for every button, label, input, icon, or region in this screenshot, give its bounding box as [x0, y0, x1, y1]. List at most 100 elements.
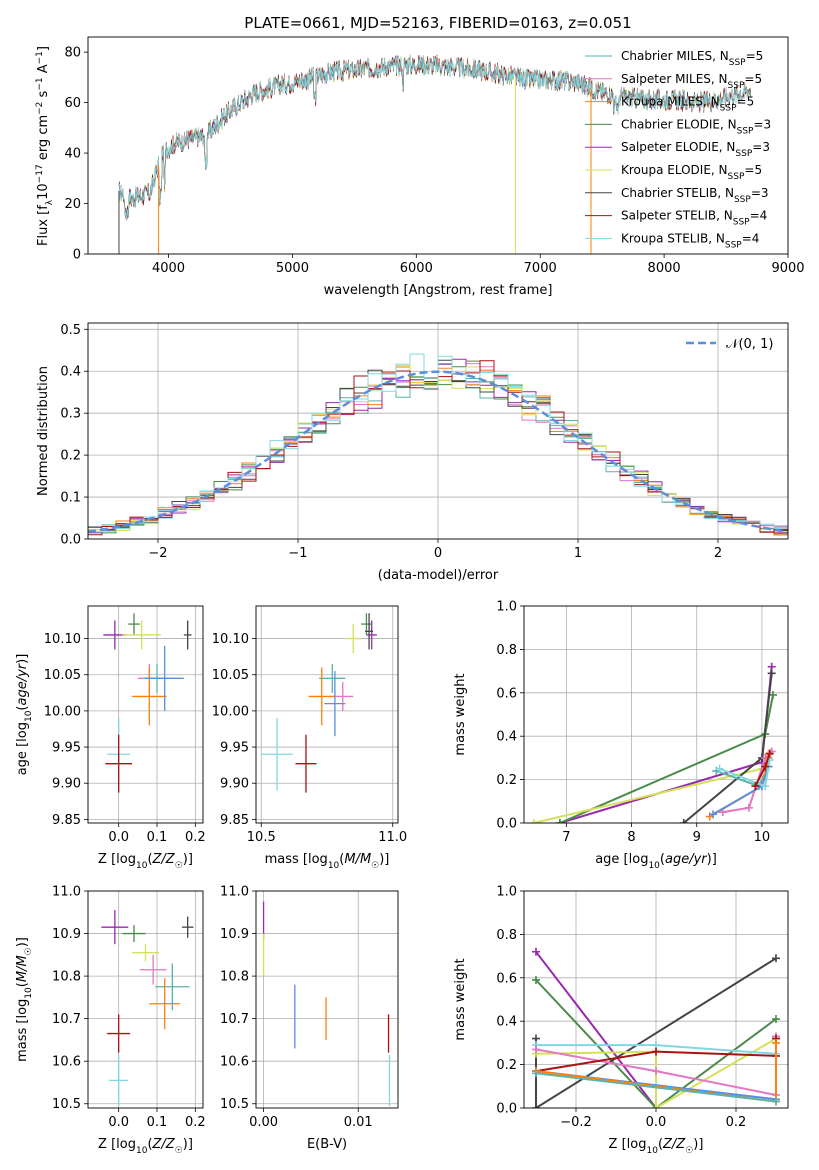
errorbar-point — [366, 620, 377, 650]
weight-marker — [751, 782, 760, 791]
y-tick-label: 0.0 — [60, 533, 81, 548]
legend-label: Kroupa ELODIE, NSSP=5 — [621, 163, 762, 182]
y-tick-label: 10.8 — [52, 970, 81, 985]
x-axis-label: Z [log10(Z/Z☉)] — [98, 852, 193, 871]
errorbar-point — [132, 667, 167, 726]
legend: 𝒩(0, 1) — [686, 337, 773, 352]
y-tick-label: 0.3 — [60, 407, 81, 422]
errorbar-point — [145, 645, 184, 711]
chart-weight_vs_Z: −0.2 0.0 0.2 0.0 0.2 0.4 0.6 0.8 1.0 Z [log10(Z/Z… — [453, 885, 789, 1156]
axes-frame — [87, 605, 204, 824]
errorbar-point — [107, 1014, 131, 1053]
y-tick-label: 9.90 — [220, 777, 249, 792]
y-tick-label: 10.00 — [44, 704, 81, 719]
y-tick-label: 9.95 — [220, 741, 249, 756]
plot-area — [529, 662, 778, 823]
y-tick-label: 0.4 — [60, 365, 81, 380]
x-tick-label: −0.2 — [560, 1115, 592, 1130]
x-tick-label: 6000 — [400, 261, 433, 276]
weight-marker — [772, 954, 780, 963]
x-tick-label: 7000 — [524, 261, 557, 276]
x-tick-label: 8000 — [648, 261, 681, 276]
weight-marker — [652, 1067, 660, 1076]
errorbar-point — [345, 624, 362, 654]
chart-mass_vs_Z: 0.0 0.1 0.2 10.5 10.6 10.7 10.8 10.9 11.0 Z [log1… — [15, 885, 206, 1157]
y-tick-label: 60 — [64, 96, 81, 111]
plot-area — [262, 901, 391, 1106]
y-tick-label: 9.85 — [52, 813, 81, 828]
y-tick-label: 0.8 — [496, 643, 517, 658]
y-tick-label: 20 — [64, 197, 81, 212]
y-axis-label: age [log10(age/yr)] — [15, 654, 34, 776]
weight-marker — [765, 749, 774, 758]
weight-marker — [744, 803, 753, 812]
weight-marker — [772, 1038, 780, 1047]
axes-frame — [87, 322, 789, 540]
legend: Chabrier MILES, NSSP=5 Salpeter MILES, NS… — [585, 49, 771, 250]
chart-age_vs_mass: 10.5 11.0 9.85 9.90 9.95 10.00 10.05 10.10 mass … — [212, 605, 407, 871]
x-tick-label: 0.1 — [147, 830, 168, 845]
x-tick-label: 1 — [574, 546, 582, 561]
weight-line — [535, 979, 777, 1108]
x-axis-label: Z [log10(Z/Z☉)] — [609, 1137, 704, 1156]
y-tick-label: 10.10 — [212, 632, 249, 647]
weight-line — [535, 1072, 777, 1103]
errorbar-point — [149, 978, 180, 1030]
weight-marker — [532, 947, 540, 956]
plot-area — [532, 947, 780, 1108]
y-tick-label: 0.0 — [496, 817, 517, 832]
chart-title: PLATE=0661, MJD=52163, FIBERID=0163, z=0… — [244, 14, 631, 32]
errorbar-point — [101, 910, 129, 945]
errorbar-point — [122, 925, 146, 943]
errorbar-point — [332, 681, 354, 711]
x-tick-label: 0.2 — [726, 1115, 747, 1130]
weight-marker — [761, 782, 770, 791]
x-tick-label: 0.1 — [147, 1115, 168, 1130]
errorbar-point — [295, 734, 317, 793]
axes-frame — [523, 605, 789, 824]
y-axis-label: Normed distribution — [36, 366, 51, 496]
errorbar-point — [324, 671, 346, 737]
y-tick-label: 10.00 — [212, 704, 249, 719]
weight-marker — [761, 762, 770, 771]
y-tick-label: 0.2 — [496, 773, 517, 788]
weight-marker — [769, 690, 778, 699]
y-tick-label: 1.0 — [496, 885, 517, 900]
errorbar-point — [261, 718, 293, 791]
histogram-kroupa-stelib — [88, 353, 788, 539]
y-tick-label: 0.6 — [496, 686, 517, 701]
y-tick-label: 9.95 — [52, 741, 81, 756]
weight-marker — [715, 764, 724, 773]
y-tick-label: 0.6 — [496, 971, 517, 986]
weight-marker — [767, 669, 776, 678]
weight-marker — [652, 1047, 660, 1056]
x-tick-label: 9000 — [771, 261, 804, 276]
plot-area — [118, 53, 752, 254]
errorbar-point — [365, 613, 374, 650]
x-tick-label: 11.0 — [378, 830, 407, 845]
weight-marker — [652, 1104, 660, 1108]
y-tick-label: 10.6 — [52, 1055, 81, 1070]
spectrum-line-kroupa-stelib — [118, 54, 752, 219]
y-tick-label: 10.6 — [220, 1055, 249, 1070]
weight-marker — [532, 1045, 540, 1054]
legend-label: Salpeter ELODIE, NSSP=3 — [621, 140, 770, 159]
y-tick-label: 0 — [73, 248, 81, 263]
plot-area — [101, 910, 194, 1106]
weight-marker — [529, 819, 538, 823]
y-tick-label: 0.0 — [496, 1102, 517, 1117]
legend-label: Salpeter STELIB, NSSP=4 — [621, 209, 767, 228]
x-tick-label: 0.0 — [108, 830, 129, 845]
y-tick-label: 0.4 — [496, 1015, 517, 1030]
errorbar-point — [319, 663, 346, 693]
weight-marker — [772, 1015, 780, 1024]
y-tick-label: 11.0 — [220, 885, 249, 900]
weight-marker — [772, 1097, 780, 1106]
weight-marker — [532, 1069, 540, 1078]
y-tick-label: 10.9 — [220, 927, 249, 942]
legend-label: Chabrier MILES, NSSP=5 — [621, 49, 763, 68]
errorbar-point — [105, 734, 133, 793]
legend-label: 𝒩(0, 1) — [726, 337, 773, 352]
y-tick-label: 80 — [64, 46, 81, 61]
chart-mass_vs_ebv: 0.00 0.01 10.5 10.6 10.7 10.8 10.9 11.0 E(B-V) — [220, 885, 399, 1152]
